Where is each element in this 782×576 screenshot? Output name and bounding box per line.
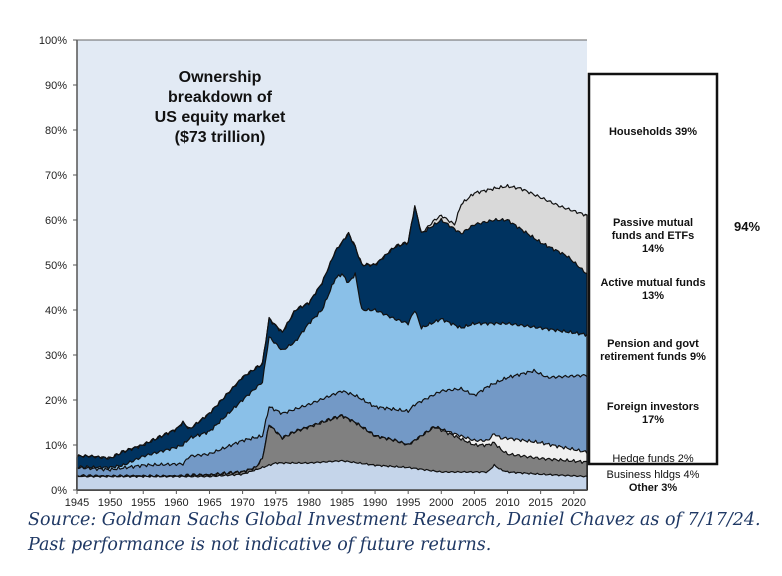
x-tick-label: 1945 (65, 497, 89, 509)
y-tick-label: 80% (45, 125, 67, 137)
legend-item-text: 13% (642, 290, 664, 302)
x-tick-label: 1975 (263, 497, 287, 509)
x-tick-label: 2000 (429, 497, 453, 509)
x-tick-label: 1950 (98, 497, 122, 509)
legend-bracket-box (587, 72, 719, 466)
chart-title: Ownership breakdown of US equity market ($7… (155, 69, 286, 146)
source-caption: Source: Goldman Sachs Global Investment … (28, 510, 761, 530)
y-axis-ticks: 0% 10% 20% 30% 40% 50% 60% 70% 80% 90% 100% (39, 35, 77, 497)
y-tick-label: 100% (39, 35, 67, 47)
x-tick-label: 2010 (495, 497, 519, 509)
x-tick-label: 1955 (131, 497, 155, 509)
x-tick-label: 1965 (197, 497, 221, 509)
area-other (76, 459, 588, 491)
legend-item-text: retirement funds 9% (600, 351, 706, 363)
x-tick-label: 1970 (230, 497, 254, 509)
ownership-area-chart: 0%10%20%30%40%50%60%70%80%90%100% 1945 19… (39, 35, 761, 509)
disclaimer-caption: Past performance is not indicative of fu… (28, 535, 492, 555)
y-tick-label: 20% (45, 395, 67, 407)
legend-item-text: funds and ETFs (612, 230, 695, 242)
x-axis-ticks: 1945 1950 1955 1960 1965 1970 1975 1980 1985 1990… (65, 490, 586, 509)
y-tick-label: 60% (45, 215, 67, 227)
chart-title-line: breakdown of (168, 89, 273, 106)
x-tick-label: 1980 (297, 497, 321, 509)
legend-item-text: Other 3% (629, 482, 678, 494)
y-tick-label: 0% (51, 485, 67, 497)
x-tick-label: 2015 (528, 497, 552, 509)
y-tick-label: 90% (45, 80, 67, 92)
legend-item-text: Business hldgs 4% (607, 469, 700, 481)
x-tick-label: 1960 (164, 497, 188, 509)
y-tick-label: 30% (45, 350, 67, 362)
legend-item-text: Hedge funds 2% (612, 453, 694, 465)
y-tick-label: 10% (45, 440, 67, 452)
legend-item-text: Pension and govt (607, 338, 699, 350)
y-tick-label: 50% (45, 260, 67, 272)
x-tick-label: 2005 (462, 497, 486, 509)
bracket-total-label: 94% (734, 219, 760, 234)
legend-item-text: Active mutual funds (600, 277, 705, 289)
y-tick-label: 40% (45, 305, 67, 317)
x-tick-label: 1995 (396, 497, 420, 509)
chart-title-line: ($73 trillion) (175, 129, 266, 146)
legend-item-text: 14% (642, 243, 664, 255)
x-tick-label: 1990 (363, 497, 387, 509)
x-tick-label: 2020 (562, 497, 586, 509)
y-tick-label: 70% (45, 170, 67, 182)
legend-item-text: Foreign investors (607, 401, 699, 413)
stacked-areas (76, 183, 588, 491)
chart-title-line: US equity market (155, 109, 286, 126)
x-tick-label: 1985 (330, 497, 354, 509)
chart-title-line: Ownership (179, 69, 262, 86)
legend-item-text: Households 39% (609, 126, 697, 138)
legend-item-text: 17% (642, 414, 664, 426)
legend-item-text: Passive mutual (613, 217, 693, 229)
